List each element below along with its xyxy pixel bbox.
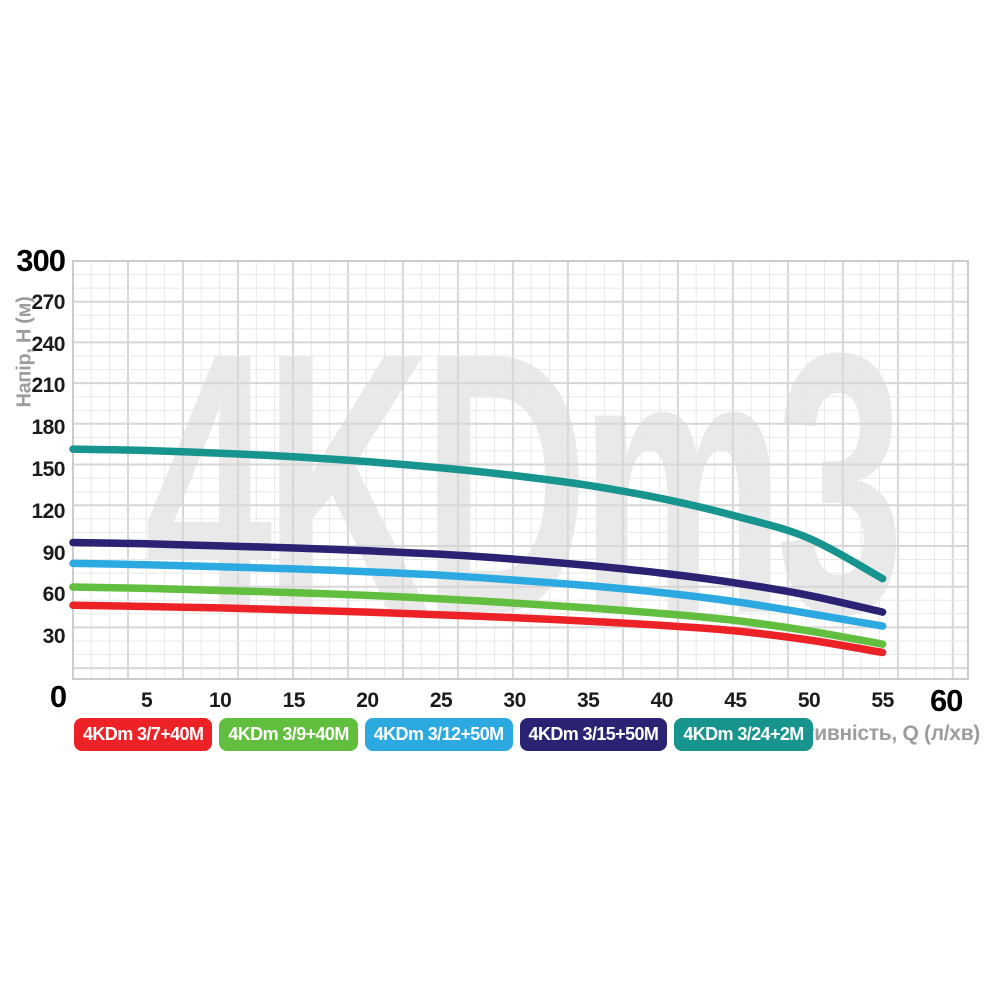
legend-badge-4kdm-3-9-40m: 4KDm 3/9+40M [219, 718, 358, 751]
curves [69, 445, 887, 657]
legend-badge-4kdm-3-7-40m: 4KDm 3/7+40M [74, 718, 213, 751]
curve-4kdm-3-12-50m [69, 559, 887, 630]
legend-badge-4kdm-3-12-50m: 4KDm 3/12+50M [364, 718, 513, 751]
legend-badge-4kdm-3-24-2m: 4KDm 3/24+2M [674, 718, 813, 751]
legend-badge-4kdm-3-15-50m: 4KDm 3/15+50M [519, 718, 668, 751]
legend: 4KDm 3/7+40M 4KDm 3/9+40M 4KDm 3/12+50M 4KD… [74, 718, 813, 751]
curve-4kdm-3-7-40m [69, 601, 887, 657]
curve-4kdm-3-24-2m [69, 445, 887, 583]
plot-border [72, 260, 969, 680]
curve-4kdm-3-15-50m [69, 538, 887, 616]
curve-4kdm-3-9-40m [69, 583, 887, 648]
